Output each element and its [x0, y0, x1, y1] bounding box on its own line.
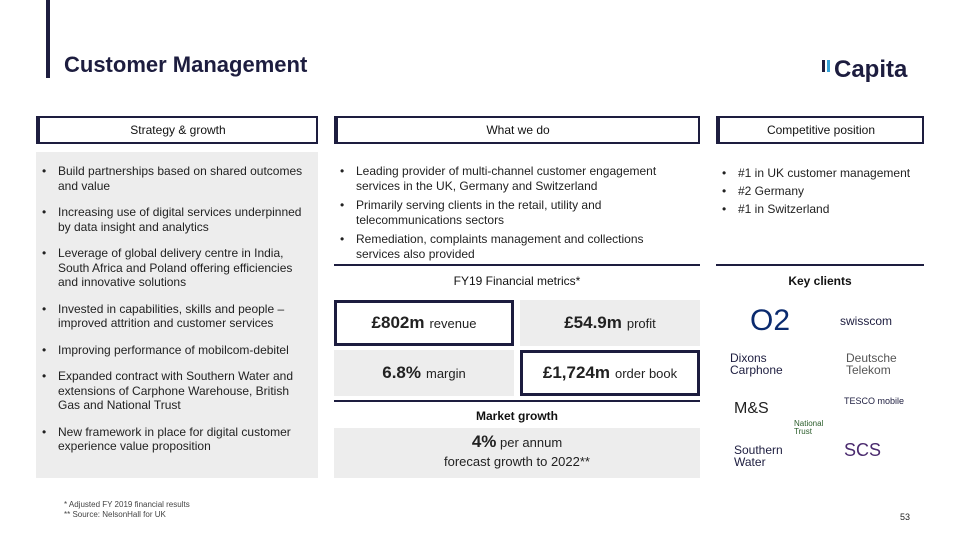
o2-logo: O2	[750, 304, 791, 337]
profit-value: £54.9m	[564, 313, 622, 332]
strategy-heading: Strategy & growth	[36, 116, 318, 144]
scs-logo: SCS	[844, 440, 882, 460]
competitive-list: #1 in UK customer management #2 Germany …	[716, 164, 924, 218]
competitive-heading: Competitive position	[716, 116, 924, 144]
dixons-carphone-logo: Dixons Carphone	[730, 351, 783, 377]
page-number: 53	[900, 512, 911, 522]
competitive-item: #1 in Switzerland	[716, 200, 924, 218]
strategy-item: Increasing use of digital services under…	[36, 205, 312, 234]
strategy-item: Invested in capabilities, skills and peo…	[36, 302, 312, 331]
profit-metric: £54.9m profit	[520, 300, 700, 346]
logo-mark-accent-icon	[827, 60, 830, 72]
margin-label: margin	[426, 365, 466, 381]
southern-water-logo: Southern Water	[734, 443, 783, 469]
market-growth-title: Market growth	[334, 400, 700, 428]
brand-name: Capita	[834, 56, 908, 83]
mands-logo: M&S	[734, 400, 769, 417]
order-book-value: £1,724m	[542, 363, 610, 382]
key-clients-panel: O2 swisscom Dixons Carphone Deutsche Tel…	[716, 294, 924, 478]
strategy-list: Build partnerships based on shared outco…	[36, 164, 312, 454]
what-we-do-list: Leading provider of multi-channel custom…	[334, 164, 674, 261]
swisscom-logo: swisscom	[840, 314, 893, 328]
key-clients-title: Key clients	[716, 264, 924, 294]
logo-mark-icon	[822, 60, 825, 72]
strategy-item: New framework in place for digital custo…	[36, 425, 312, 454]
competitive-item: #1 in UK customer management	[716, 164, 924, 182]
competitive-item: #2 Germany	[716, 182, 924, 200]
what-we-do-item: Remediation, complaints management and c…	[334, 232, 674, 261]
strategy-item: Expanded contract with Southern Water an…	[36, 369, 312, 413]
capita-logo: Capita	[822, 56, 914, 86]
strategy-item: Build partnerships based on shared outco…	[36, 164, 312, 193]
tesco-mobile-logo: TESCO mobile	[844, 396, 905, 406]
order-book-label: order book	[614, 365, 678, 381]
what-we-do-item: Leading provider of multi-channel custom…	[334, 164, 674, 193]
what-we-do-heading: What we do	[334, 116, 700, 144]
market-growth-note: forecast growth to 2022**	[444, 454, 590, 469]
financial-metrics-title: FY19 Financial metrics*	[334, 264, 700, 294]
footnote-2: ** Source: NelsonHall for UK	[64, 510, 166, 519]
strategy-item: Improving performance of mobilcom-debite…	[36, 343, 312, 358]
margin-value: 6.8%	[382, 363, 421, 382]
market-growth-value: 4%	[471, 432, 497, 451]
margin-metric: 6.8% margin	[334, 350, 514, 396]
revenue-metric: £802m revenue	[334, 300, 514, 346]
market-growth-rate: 4% per annum	[334, 432, 700, 452]
profit-label: profit	[626, 315, 656, 331]
deutsche-telekom-logo: Deutsche Telekom	[846, 351, 897, 377]
order-book-metric: £1,724m order book	[520, 350, 700, 396]
page-title: Customer Management	[64, 52, 308, 77]
market-growth-panel	[334, 428, 700, 478]
revenue-label: revenue	[429, 315, 477, 331]
title-accent-bar	[46, 0, 50, 78]
strategy-item: Leverage of global delivery centre in In…	[36, 246, 312, 290]
footnote-1: * Adjusted FY 2019 financial results	[64, 500, 190, 509]
revenue-value: £802m	[371, 313, 425, 332]
what-we-do-item: Primarily serving clients in the retail,…	[334, 198, 674, 227]
national-trust-logo: National Trust	[794, 419, 824, 436]
market-growth-per: per annum	[500, 435, 563, 450]
